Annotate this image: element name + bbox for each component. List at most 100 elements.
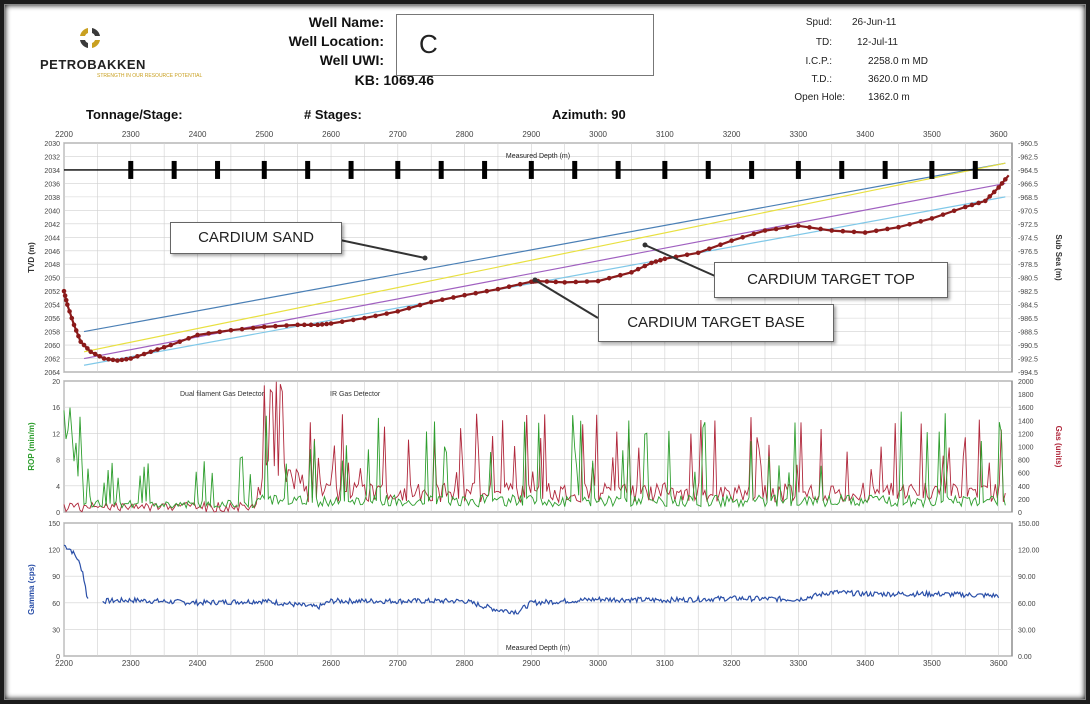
y-right-tick-label: 1200 — [1018, 431, 1034, 438]
wellpath-point — [784, 225, 790, 230]
wellpath-point — [65, 302, 70, 307]
company-tagline: STRENGTH IN OUR RESOURCE POTENTIAL — [97, 73, 203, 79]
x-tick-label-top: 3000 — [589, 130, 607, 139]
wellpath-point — [506, 284, 512, 289]
y-tick-label: 0 — [56, 510, 60, 517]
wellpath-point — [148, 349, 154, 355]
wellpath-point — [773, 226, 779, 232]
wellpath-point — [618, 272, 623, 278]
y-right-tick-label: 1600 — [1018, 405, 1034, 412]
y-right-tick-label: 120.00 — [1018, 548, 1040, 555]
x-tick-label-top: 3600 — [990, 130, 1008, 139]
x-tick-label-bottom: 2700 — [389, 659, 407, 668]
y-right-tick-label: -960.5 — [1018, 141, 1038, 148]
wellpath-point — [362, 315, 367, 321]
icp-value: 2258.0 m MD — [868, 56, 929, 67]
stage-marker — [395, 160, 401, 179]
x-tick-label-bottom: 2600 — [322, 659, 340, 668]
callout-arrow-0 — [339, 239, 426, 259]
stage-marker — [528, 160, 534, 179]
stage-marker — [929, 160, 935, 179]
y-axis-right-label: Gas (units) — [1054, 426, 1063, 468]
wellpath-point — [373, 313, 378, 319]
wellpath-point — [319, 322, 325, 327]
stage-marker — [882, 160, 888, 179]
wellpath-point — [85, 346, 90, 351]
wellpath-point — [206, 331, 211, 336]
y-right-tick-label: 800 — [1018, 458, 1030, 465]
y-tick-label: 2064 — [44, 370, 60, 377]
y-right-tick-label: 0.00 — [1018, 654, 1032, 661]
wellpath-point — [73, 328, 79, 333]
x-tick-label-bottom: 2900 — [522, 659, 540, 668]
y-right-tick-label: -966.5 — [1018, 181, 1038, 188]
formation-line-1 — [83, 162, 1006, 353]
y-right-tick-label: -970.5 — [1018, 208, 1038, 215]
wellpath-point — [61, 288, 67, 294]
azimuth-label: Azimuth: 90 — [552, 107, 626, 122]
wellpath-point — [982, 198, 988, 204]
wellpath-point — [740, 234, 746, 240]
stage-marker — [482, 160, 488, 179]
wellpath-point — [328, 321, 334, 326]
y-tick-label: 2056 — [44, 316, 60, 323]
wellpath-point — [101, 356, 107, 361]
callout-arrow-head-2 — [532, 277, 538, 283]
wellpath-point — [595, 278, 601, 284]
wellpath-point — [649, 260, 654, 266]
x-tick-label-top: 2300 — [122, 130, 140, 139]
y-right-tick-label: -962.5 — [1018, 154, 1038, 161]
wellpath-point — [78, 339, 83, 344]
wellpath-point — [969, 202, 975, 208]
y-right-tick-label: 400 — [1018, 484, 1030, 491]
x-tick-label-bottom: 3300 — [789, 659, 807, 668]
gamma-series-line — [63, 544, 1000, 616]
wellpath-point — [350, 317, 356, 323]
stage-marker — [662, 160, 668, 179]
wellpath-point — [395, 309, 401, 314]
wellpath-point — [896, 224, 901, 230]
y-tick-label: 16 — [52, 405, 60, 412]
wellpath-point — [929, 216, 935, 221]
x-tick-label-top: 2500 — [255, 130, 273, 139]
td-label: TD: — [815, 37, 832, 48]
stage-marker — [795, 160, 801, 179]
wellpath-point — [999, 181, 1005, 186]
company-logo — [80, 28, 100, 48]
x-axis-label-top: Measured Depth (m) — [506, 153, 570, 160]
y-tick-label: 2032 — [44, 154, 60, 161]
y-right-tick-label: -992.5 — [1018, 357, 1038, 364]
td2-label: T.D.: — [811, 74, 832, 85]
well-location-label: Well Location: — [288, 33, 384, 49]
wellpath-point — [495, 286, 501, 292]
spud-label: Spud: — [805, 17, 832, 28]
wellpath-point — [417, 302, 423, 308]
callout-arrow-1 — [644, 244, 716, 277]
gas-series-line — [63, 381, 1006, 513]
y-tick-label: 2050 — [44, 276, 60, 283]
y-tick-label: 2054 — [44, 303, 60, 310]
x-tick-label-bottom: 3600 — [990, 659, 1008, 668]
y-right-tick-label: -984.5 — [1018, 303, 1038, 310]
wellpath-point — [562, 280, 568, 285]
x-tick-label-top: 2400 — [189, 130, 207, 139]
y-right-tick-label: 1400 — [1018, 418, 1034, 425]
rop-series-line — [63, 407, 1006, 510]
x-tick-label-bottom: 3500 — [923, 659, 941, 668]
wellpath-point — [940, 212, 946, 217]
wellpath-point — [987, 194, 993, 199]
x-tick-label-bottom: 2500 — [255, 659, 273, 668]
x-tick-label-top: 2900 — [522, 130, 540, 139]
y-tick-label: 4 — [56, 484, 60, 491]
wellpath-point — [92, 351, 98, 357]
y-right-tick-label: -968.5 — [1018, 195, 1038, 202]
wellpath-point — [155, 347, 160, 352]
y-tick-label: 2042 — [44, 222, 60, 229]
wellpath-point — [239, 326, 245, 332]
td-value: 12-Jul-11 — [857, 37, 898, 48]
x-tick-label-bottom: 2800 — [456, 659, 474, 668]
x-tick-label-top: 2200 — [55, 130, 73, 139]
wellpath-point — [707, 246, 712, 252]
x-tick-label-top: 2700 — [389, 130, 407, 139]
y-right-tick-label: -976.5 — [1018, 249, 1038, 256]
